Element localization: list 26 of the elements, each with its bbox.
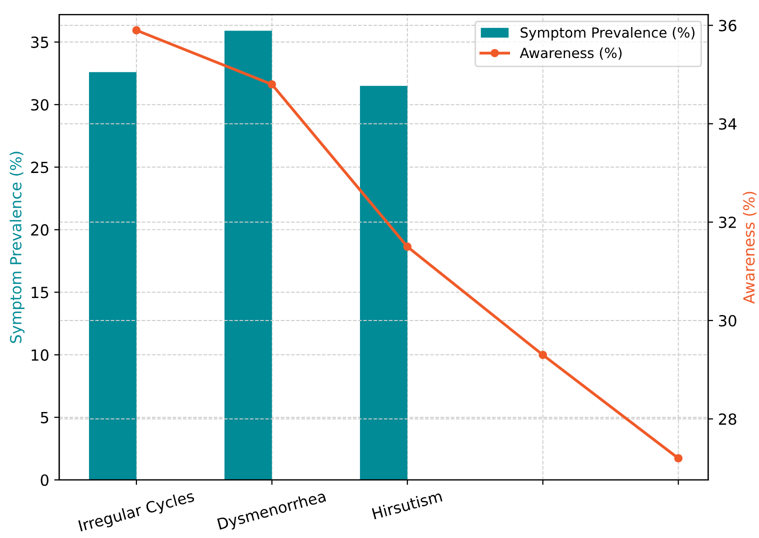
y-tick-label: 5 — [40, 412, 48, 424]
y-tick-label: 15 — [32, 286, 48, 298]
point — [268, 80, 276, 89]
y2-axis-title: Awareness (%) — [742, 192, 756, 304]
y-tick-label: 35 — [31, 36, 48, 48]
legend-label: Symptom Prevalence (%) — [520, 27, 694, 40]
y2-tick-label: 28 — [718, 413, 736, 425]
y2-tick-label: 30 — [719, 314, 736, 327]
point — [403, 242, 412, 251]
y-tick-label: 30 — [31, 99, 48, 111]
y-tick-label: 20 — [31, 224, 48, 236]
y2-tick-label: 32 — [719, 216, 736, 228]
y-tick-label: 25 — [31, 162, 48, 174]
x-tick-label: Irregular Cycles — [78, 490, 196, 534]
y-axis-title: Symptom Prevalence (%) — [10, 152, 24, 343]
y2-tick-label: 34 — [719, 118, 736, 130]
point — [132, 26, 141, 34]
y-tick-label: 0 — [40, 474, 48, 486]
bar — [360, 86, 408, 480]
y2-tick-label: 36 — [719, 20, 736, 32]
y-tick-label: 10 — [32, 349, 48, 361]
legend-label: Awareness (%) — [520, 47, 622, 60]
bar — [224, 30, 272, 480]
point — [538, 350, 548, 360]
bar — [89, 72, 136, 480]
point — [674, 454, 683, 462]
